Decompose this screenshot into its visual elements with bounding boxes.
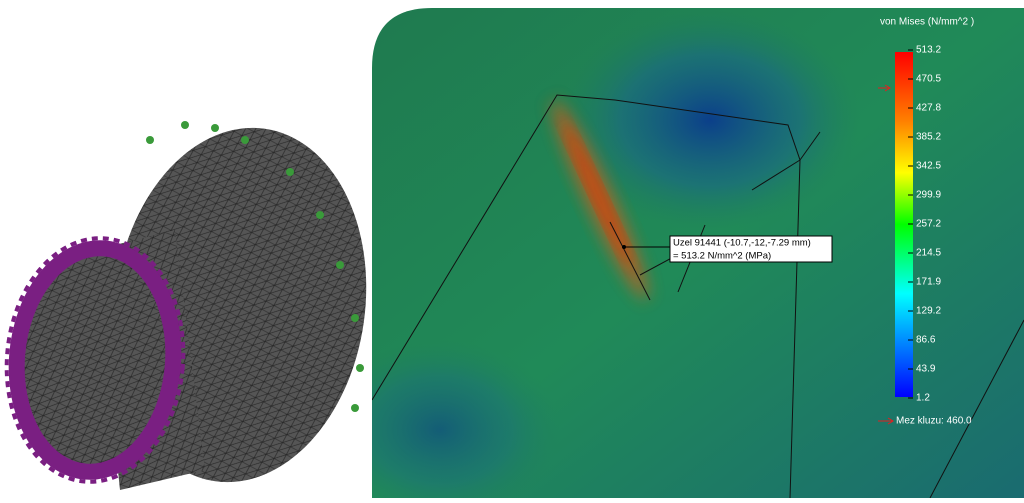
legend-label: 257.2 bbox=[916, 219, 941, 230]
page: {"legend": {"title": "von Mises (N/mm^2 … bbox=[0, 0, 1024, 498]
legend-label: 129.2 bbox=[916, 306, 941, 317]
legend-label: 1.2 bbox=[916, 393, 930, 404]
legend-label: 171.9 bbox=[916, 277, 941, 288]
legend-label: 342.5 bbox=[916, 161, 941, 172]
probe-text: = 513.2 N/mm^2 (MPa) bbox=[673, 251, 771, 262]
legend-label: 513.2 bbox=[916, 45, 941, 56]
legend-label: 214.5 bbox=[916, 248, 941, 259]
legend-label: 86.6 bbox=[916, 335, 936, 346]
probe-text: Uzel 91441 (-10.7,-12,-7.29 mm) bbox=[673, 238, 811, 249]
legend-label: 385.2 bbox=[916, 132, 941, 143]
legend-title: von Mises (N/mm^2 ) bbox=[880, 17, 974, 28]
mesh-model bbox=[0, 111, 389, 498]
legend-label: 43.9 bbox=[916, 364, 936, 375]
screen: Uzel 91441 (-10.7,-12,-7.29 mm) = 513.2 … bbox=[0, 0, 1024, 498]
legend-label: 299.9 bbox=[916, 190, 941, 201]
legend-label: 470.5 bbox=[916, 74, 941, 85]
legend-label: 427.8 bbox=[916, 103, 941, 114]
yield-label: Mez kluzu: 460.0 bbox=[896, 416, 972, 427]
